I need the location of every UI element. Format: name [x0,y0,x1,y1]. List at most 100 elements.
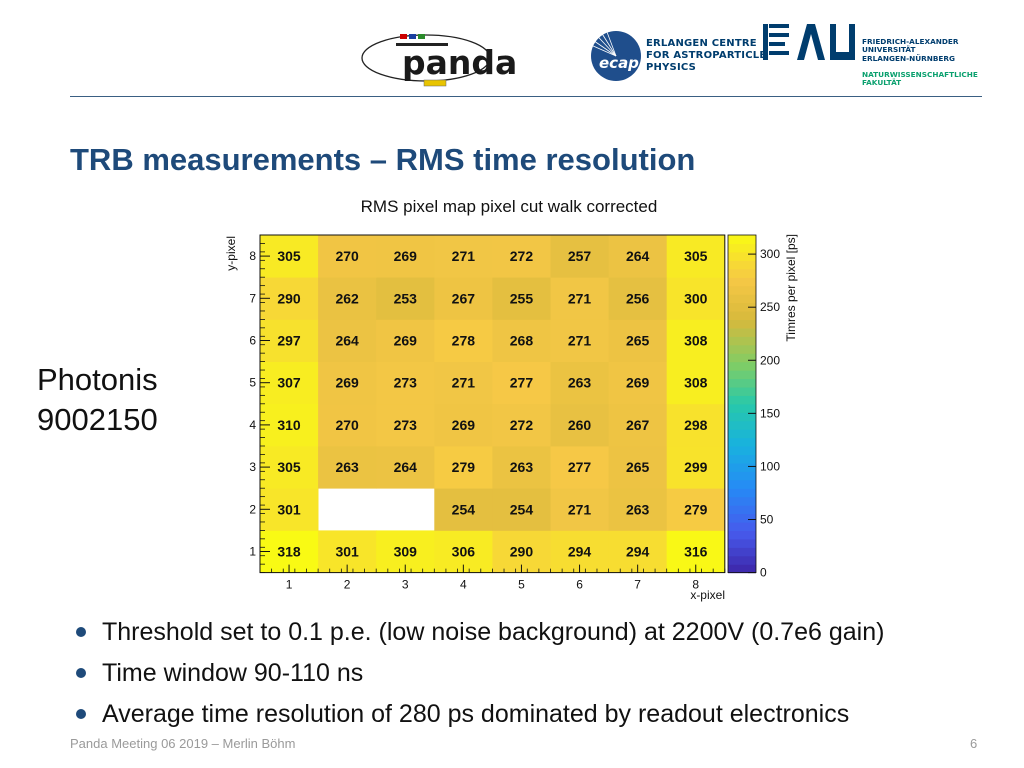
color-scale-segment [728,327,756,337]
color-scale-segment [728,437,756,447]
y-tick-label: 4 [249,418,256,432]
heatmap-cell [666,361,726,405]
heatmap-cell [550,361,609,405]
x-tick-label: 6 [576,578,583,592]
color-scale-segment [728,462,756,472]
heatmap-cell [550,446,609,489]
heatmap-cell [492,361,551,405]
faculty-wordmark: NATURWISSENSCHAFTLICHE FAKULTÄT [862,70,978,88]
svg-text:panda: panda [402,43,517,82]
cell-value-label: 253 [394,290,418,306]
bullet-item: Time window 90-110 ns [72,653,884,694]
cell-value-label: 279 [452,459,476,475]
y-tick-label: 5 [249,376,256,390]
page-title: TRB measurements – RMS time resolution [70,142,696,177]
heatmap-cell [318,277,377,320]
cell-value-label: 300 [684,290,708,306]
heatmap-cell [434,403,493,447]
color-scale-segment [728,310,756,320]
cell-value-label: 269 [394,333,418,349]
cell-value-label: 310 [277,417,301,433]
cell-value-label: 290 [277,290,301,306]
cell-value-label: 301 [335,544,359,560]
color-scale-segment [728,277,756,287]
fau-logo [763,24,855,60]
color-scale-segment [728,285,756,295]
x-tick-label: 4 [460,578,467,592]
cell-value-label: 277 [568,459,592,475]
bullet-item: Average time resolution of 280 ps domina… [72,694,884,735]
color-scale-segment [728,370,756,380]
heatmap-cell [376,235,435,278]
heatmap-cell [666,403,726,447]
cell-value-label: 272 [510,248,534,264]
cell-value-label: 264 [626,248,650,264]
cell-value-label: 299 [684,459,708,475]
y-tick-label: 3 [249,460,256,474]
bullet-dot-icon [76,668,86,678]
heatmap-cell [492,277,551,320]
cell-value-label: 278 [452,333,476,349]
y-tick-label: 2 [249,502,256,516]
heatmap-cell [318,319,377,362]
color-scale-segment [728,429,756,439]
heatmap-cell [492,319,551,362]
color-scale-segment [728,521,756,531]
cell-value-label: 270 [335,248,359,264]
heatmap-cell [376,446,435,489]
cell-value-label: 269 [626,375,650,391]
color-scale-tick-label: 300 [760,247,780,261]
page-number: 6 [970,736,978,751]
cell-value-label: 264 [394,459,418,475]
cell-value-label: 269 [452,417,476,433]
color-scale-segment [728,454,756,464]
cell-value-label: 307 [277,375,301,391]
y-axis-label: y-pixel [224,236,238,271]
cell-value-label: 271 [568,290,592,306]
color-scale-segment [728,479,756,489]
heatmap-cell [434,361,493,405]
cell-value-label: 279 [684,501,708,517]
x-tick-label: 7 [634,578,641,592]
heatmap-cell [608,277,668,320]
color-scale-segment [728,555,756,565]
heatmap-cell [492,488,551,531]
color-scale-segment [728,513,756,523]
heatmap-cell [608,446,668,489]
heatmap-cell [550,319,609,362]
heatmap-cell [318,235,377,278]
footer-text: Panda Meeting 06 2019 – Merlin Böhm [70,736,296,751]
color-scale-tick-label: 50 [760,513,774,527]
color-scale-label: Timres per pixel [ps] [784,234,798,342]
rms-heatmap-chart: RMS pixel map pixel cut walk corrected 3… [224,197,798,602]
cell-value-label: 264 [335,333,359,349]
heatmap-cell [608,235,668,278]
chart-axes: 1 2 3 4 5 6 7 8 1 2 3 4 5 6 7 8 [249,234,726,592]
cell-value-label: 268 [510,333,534,349]
heatmap-cell [434,446,493,489]
ecap-logo: ecap [583,23,641,81]
heatmap-cell [434,277,493,320]
bullet-dot-icon [76,709,86,719]
heatmap-cell [666,277,726,320]
svg-text:ecap: ecap [599,54,639,72]
y-tick-label: 1 [249,545,256,559]
cell-value-label: 305 [684,248,708,264]
heatmap-cell [666,319,726,362]
color-scale-segment [728,446,756,456]
color-scale-segment [728,386,756,396]
heatmap-cell [608,488,668,531]
color-scale-segment [728,505,756,515]
heatmap-cell [550,488,609,531]
color-scale-tick-label: 250 [760,300,780,314]
color-scale-segment [728,344,756,354]
heatmap-cells [260,235,726,573]
y-tick-label: 8 [249,249,256,263]
color-scale-segment [728,319,756,329]
cell-value-label: 257 [568,248,592,264]
cell-value-label: 271 [568,333,592,349]
color-scale-segment [728,496,756,506]
heatmap-cell [376,319,435,362]
cell-value-label: 308 [684,375,708,391]
heatmap-cell [434,235,493,278]
